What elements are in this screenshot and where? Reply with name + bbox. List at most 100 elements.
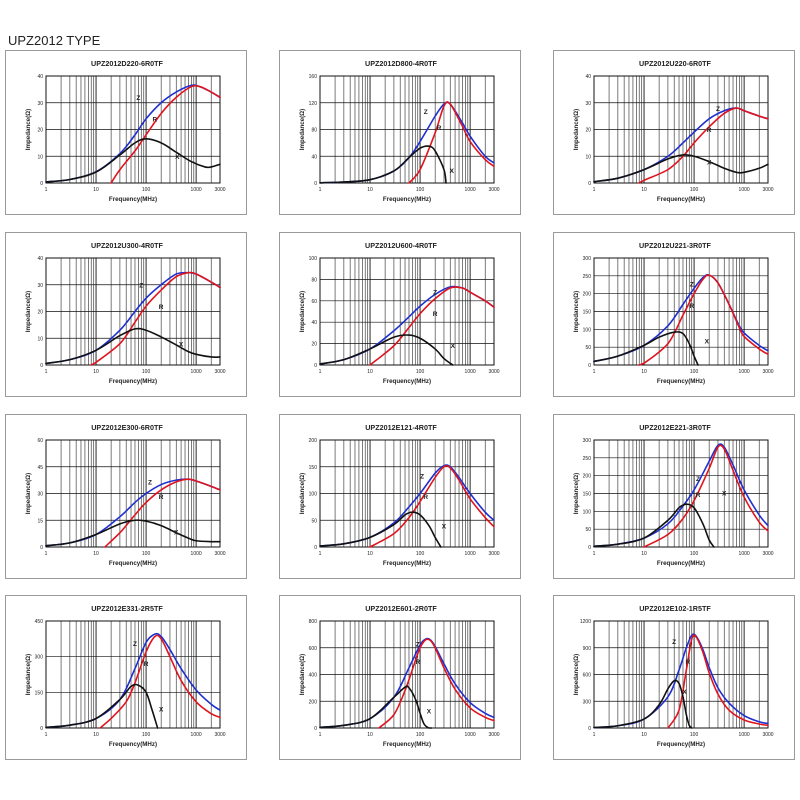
series-line-x — [319, 145, 447, 184]
y-tick-label: 250 — [583, 274, 592, 280]
chart-svg: 0 40 80 120 160 1 10 100 1000 3000 UPZ2012D800-4R0… — [299, 59, 500, 203]
series-annotation-x: X — [683, 689, 688, 696]
y-tick-label: 80 — [311, 277, 317, 283]
series-line-x — [593, 503, 715, 548]
y-tick-label: 0 — [588, 545, 591, 551]
chart-title: UPZ2012E102-1R5TF — [639, 604, 711, 613]
y-tick-label: 40 — [37, 256, 43, 262]
series-annotation-z: Z — [148, 480, 152, 487]
x-tick-label: 10 — [93, 369, 99, 375]
chart-title: UPZ2012E601-2R0TF — [365, 604, 437, 613]
y-axis-label: Impedance(Ω) — [573, 109, 580, 150]
x-tick-label: 3000 — [214, 732, 225, 738]
plot-frame — [319, 620, 495, 729]
y-tick-label: 0 — [314, 363, 317, 369]
chart-title: UPZ2012U220-6R0TF — [639, 59, 712, 68]
chart-title: UPZ2012D220-6R0TF — [91, 59, 164, 68]
chart-svg: 0 10 20 30 40 1 10 100 1000 3000 UPZ2012U300-4R0TF… — [25, 241, 226, 385]
y-axis-label: Impedance(Ω) — [25, 654, 32, 695]
series-annotation-z: Z — [133, 641, 137, 648]
x-tick-label: 1000 — [191, 551, 202, 557]
x-tick-label: 1000 — [465, 732, 476, 738]
y-tick-label: 0 — [40, 363, 43, 369]
x-tick-label: 10 — [641, 369, 647, 375]
y-tick-label: 450 — [35, 619, 44, 625]
series-line-x — [45, 327, 221, 365]
series-annotation-x: X — [174, 530, 179, 537]
y-tick-label: 0 — [314, 181, 317, 187]
series-annotation-z: Z — [696, 476, 700, 483]
series-annotation-z: Z — [433, 289, 437, 296]
x-tick-label: 1000 — [739, 369, 750, 375]
y-tick-label: 300 — [583, 256, 592, 262]
series-line-x — [319, 685, 433, 729]
series-line-x — [593, 331, 699, 366]
chart-svg: 0 10 20 30 40 1 10 100 1000 3000 UPZ2012U220-6R0TF… — [573, 59, 774, 203]
x-tick-label: 10 — [367, 187, 373, 193]
x-tick-label: 100 — [690, 187, 699, 193]
series-annotation-x: X — [705, 339, 710, 346]
series-line-r — [638, 274, 769, 366]
x-tick-label: 1 — [45, 732, 48, 738]
x-tick-label: 1000 — [739, 187, 750, 193]
series-annotation-x: X — [175, 154, 180, 161]
y-axis-label: Impedance(Ω) — [25, 473, 32, 514]
x-tick-label: 10 — [93, 187, 99, 193]
x-tick-label: 100 — [416, 732, 425, 738]
x-tick-label: 3000 — [488, 732, 499, 738]
series-annotation-r: R — [423, 494, 428, 501]
series-annotation-x: X — [722, 490, 727, 497]
plot-frame — [593, 439, 769, 548]
y-tick-label: 300 — [583, 699, 592, 705]
x-tick-label: 1 — [593, 732, 596, 738]
x-axis-label: Frequency(MHz) — [383, 378, 431, 385]
plot-frame — [319, 75, 495, 184]
y-tick-label: 20 — [37, 128, 43, 134]
series-annotation-r: R — [437, 125, 442, 132]
series-annotation-x: X — [450, 168, 455, 175]
series-annotation-r: R — [159, 494, 164, 501]
x-tick-label: 3000 — [488, 369, 499, 375]
y-tick-label: 600 — [583, 673, 592, 679]
series-line-x — [45, 683, 159, 729]
x-tick-label: 10 — [93, 732, 99, 738]
y-tick-label: 40 — [311, 320, 317, 326]
y-tick-label: 50 — [311, 518, 317, 524]
y-tick-label: 1200 — [580, 619, 591, 625]
x-tick-label: 10 — [367, 369, 373, 375]
series-annotation-r: R — [707, 127, 712, 134]
y-tick-label: 60 — [37, 438, 43, 444]
x-tick-label: 1 — [593, 369, 596, 375]
x-tick-label: 100 — [690, 551, 699, 557]
series-line-r — [369, 286, 495, 366]
y-tick-label: 0 — [40, 545, 43, 551]
series-line-r — [90, 271, 221, 366]
series-annotation-z: Z — [672, 639, 676, 646]
y-axis-label: Impedance(Ω) — [299, 473, 306, 514]
series-line-x — [593, 679, 693, 729]
x-tick-label: 1000 — [191, 732, 202, 738]
x-tick-label: 100 — [416, 551, 425, 557]
chart-panel: 0 300 600 900 1200 1 10 100 1000 3000 UPZ2012E102-… — [553, 595, 795, 760]
series-line-r — [369, 464, 495, 548]
y-tick-label: 60 — [311, 299, 317, 305]
x-tick-label: 3000 — [762, 369, 773, 375]
series-annotation-r: R — [433, 311, 438, 318]
x-tick-label: 3000 — [214, 187, 225, 193]
x-axis-label: Frequency(MHz) — [657, 378, 705, 385]
x-tick-label: 100 — [416, 187, 425, 193]
chart-title: UPZ2012E121-4R0TF — [365, 423, 437, 432]
series-annotation-z: Z — [690, 282, 694, 289]
chart-panel: 0 40 80 120 160 1 10 100 1000 3000 UPZ2012D800-4R0… — [279, 50, 521, 215]
series-annotation-x: X — [451, 343, 456, 350]
y-tick-label: 0 — [588, 181, 591, 187]
chart-svg: 0 10 20 30 40 1 10 100 1000 3000 UPZ2012D220-6R0TF… — [25, 59, 226, 203]
x-tick-label: 100 — [142, 732, 151, 738]
x-tick-label: 1000 — [465, 551, 476, 557]
y-tick-label: 150 — [583, 310, 592, 316]
series-line-x — [593, 153, 769, 183]
y-axis-label: Impedance(Ω) — [573, 654, 580, 695]
series-line-r — [99, 634, 221, 729]
chart-title: UPZ2012E221-3R0TF — [639, 423, 711, 432]
x-axis-label: Frequency(MHz) — [383, 196, 431, 203]
